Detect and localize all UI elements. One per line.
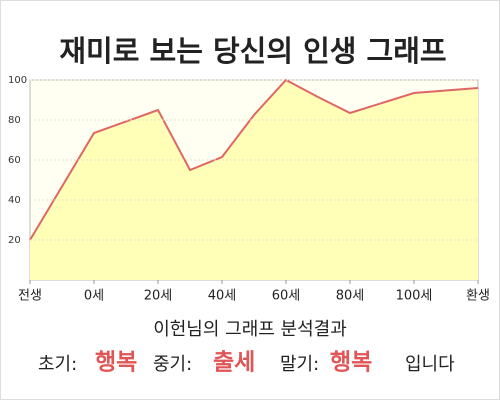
y-tick-label: 20: [8, 235, 21, 246]
summary-label: 중기:: [153, 354, 192, 375]
x-tick-label: 전생: [18, 289, 42, 304]
summary-value: 출세: [213, 350, 255, 376]
x-tick-label: 60세: [272, 289, 301, 304]
x-tick-label: 0세: [84, 289, 104, 304]
x-tick-label: 100세: [396, 289, 433, 304]
summary-value: 행복: [95, 350, 137, 376]
y-tick-label: 80: [8, 115, 21, 126]
y-tick-label: 40: [8, 195, 21, 206]
summary-value: 행복: [330, 350, 372, 376]
summary: 초기: 행복 중기: 출세 말기: 행복 입니다: [38, 350, 455, 376]
analysis-heading: 이헌님의 그래프 분석결과: [153, 319, 347, 340]
y-tick-label: 100: [8, 75, 27, 86]
x-tick-label: 20세: [144, 289, 173, 304]
summary-label: 입니다: [405, 354, 455, 375]
summary-label: 초기:: [38, 354, 77, 375]
summary-label: 말기:: [280, 354, 319, 375]
area-fill: [30, 80, 478, 280]
y-tick-label: 60: [8, 155, 21, 166]
x-tick-label: 40세: [208, 289, 237, 304]
area-line: [29, 78, 479, 241]
x-tick-label: 환생: [466, 289, 490, 304]
chart-title: 재미로 보는 당신의 인생 그래프: [59, 34, 446, 68]
x-tick-label: 80세: [336, 289, 365, 304]
